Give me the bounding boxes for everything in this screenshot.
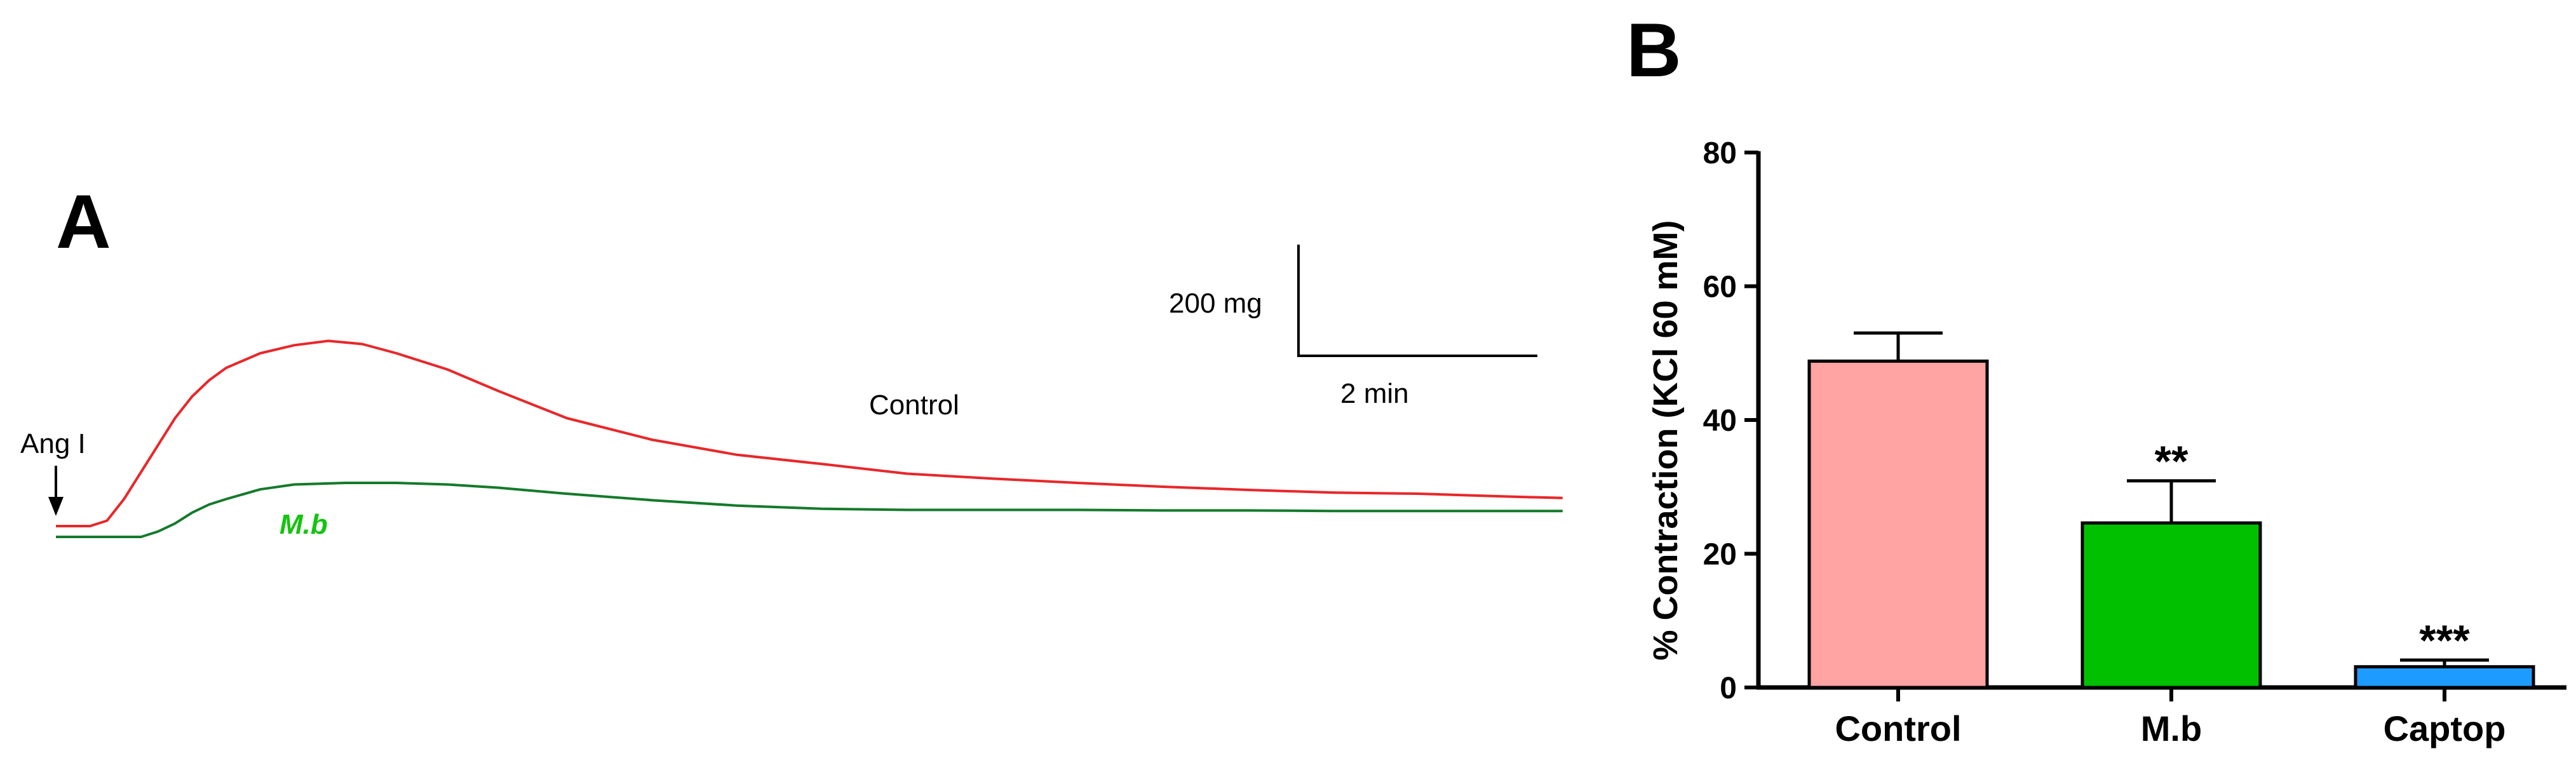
scale-bar-x-label: 2 min [1340,378,1409,409]
mb-trace-label: M.b [280,509,328,540]
category-label: Captop [2384,708,2506,748]
bar-control [1807,359,1989,689]
significance-label: ** [2155,437,2188,485]
panel-a-trace-chart: A Ang I Control M.b 200 mg 2 min [20,179,1563,540]
control-trace [56,339,1563,527]
y-tick-label: 0 [1720,672,1737,705]
category-label: Control [1835,708,1961,748]
bars: Control M.b ** Captop *** [1807,331,2535,748]
bar-m-b [2080,521,2262,689]
y-tick-label: 60 [1703,271,1737,304]
mb-trace [56,482,1563,538]
y-tick-label: 40 [1703,404,1737,438]
y-tick-label: 20 [1703,538,1737,572]
category-label: M.b [2141,708,2202,748]
panel-b-label: B [1626,8,1682,93]
y-axis-label: % Contraction (KCl 60 mM) [1647,220,1685,660]
scale-bar: 200 mg 2 min [1169,245,1537,409]
panel-b-bar-chart: B % Contraction (KCl 60 mM) 0 20 40 60 80 Co… [1626,8,2566,748]
significance-label: *** [2419,616,2470,665]
scale-bar-y-label: 200 mg [1169,288,1262,319]
y-tick-label: 80 [1703,137,1737,170]
stimulus-arrow-icon [48,466,64,516]
stimulus-label: Ang I [20,428,86,459]
panel-a-label: A [56,179,111,264]
control-trace-label: Control [869,389,959,421]
bar-captop [2354,665,2535,689]
